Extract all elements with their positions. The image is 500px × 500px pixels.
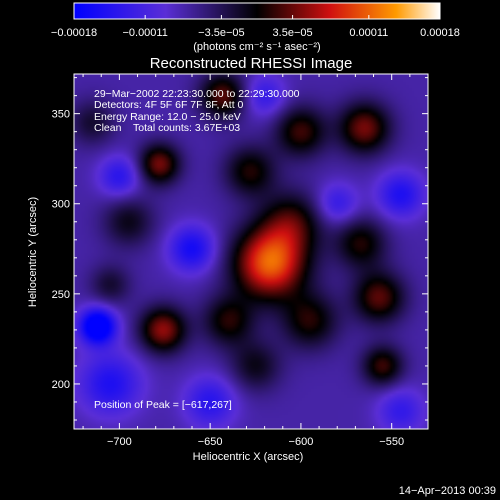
y-tick-label: 300 [52,199,70,211]
colorbar-tick-label: −0.00011 [122,27,167,39]
x-tick-label: −550 [379,436,404,448]
colorbar-tick-label: 3.5e−05 [273,27,313,39]
colorbar-unit-label: (photons cm⁻² s⁻¹ asec⁻²) [193,41,320,53]
annotation-time-range: 29−Mar−2002 22:23:30.000 to 22:29:30.000 [94,88,300,100]
x-tick-label: −600 [289,436,314,448]
colorbar-tick-label: 0.00018 [420,27,460,39]
colorbar-tick-label: −0.00018 [51,27,97,39]
x-tick-label: −700 [107,436,132,448]
chart-title: Reconstructed RHESSI Image [150,55,353,72]
colorbar [73,2,441,20]
annotation-detectors: Detectors: 4F 5F 6F 7F 8F, Att 0 [94,99,244,111]
x-tick-label: −650 [198,436,223,448]
annotation-total-counts: Total counts: 3.67E+03 [133,122,240,134]
y-tick-label: 350 [52,109,70,121]
y-axis-ticks: 200 250 300 350 [52,77,428,421]
y-axis-label: Heliocentric Y (arcsec) [27,197,39,307]
colorbar-tick-label: 0.00011 [349,27,388,39]
plot-frame [73,73,429,430]
annotation-peak-position: Position of Peak = [−617,267] [94,399,232,411]
colorbar-tick-label: −3.5e−05 [198,27,245,39]
x-axis-label: Heliocentric X (arcsec) [193,451,304,463]
annotation-energy-range: Energy Range: 12.0 − 25.0 keV [94,111,241,123]
y-tick-label: 250 [52,289,70,301]
heatmap-image [74,74,428,429]
annotation-method: Clean [94,122,122,134]
y-tick-label: 200 [52,379,70,391]
colorbar-ticks: −0.00018 −0.00011 −3.5e−05 3.5e−05 0.00011 0.… [51,15,460,39]
x-axis-ticks: −700 −650 −600 −550 [82,74,429,448]
footer-date: 14−Apr−2013 00:39 [399,485,496,497]
